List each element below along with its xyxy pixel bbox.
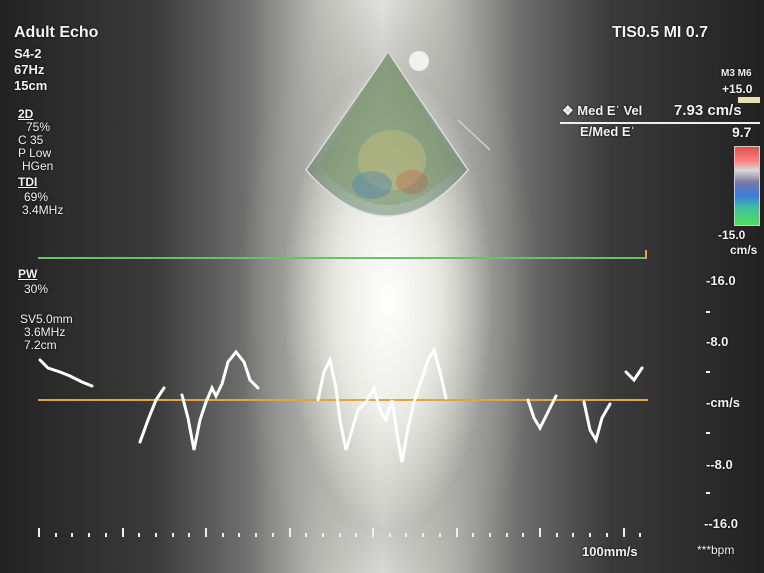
time-minor-tick <box>339 533 341 537</box>
time-minor-tick <box>422 533 424 537</box>
time-major-tick <box>205 528 207 537</box>
velocity-label: -cm/s <box>706 395 740 410</box>
time-minor-tick <box>572 533 574 537</box>
time-minor-tick <box>305 533 307 537</box>
color-scale-bottom: -15.0 <box>718 228 745 242</box>
velocity-minor-tick <box>706 432 710 434</box>
velocity-label: --16.0 <box>704 516 738 531</box>
time-minor-tick <box>105 533 107 537</box>
color-scale-label: M3 M6 <box>721 68 752 79</box>
time-major-tick <box>38 528 40 537</box>
time-minor-tick <box>522 533 524 537</box>
time-minor-tick <box>255 533 257 537</box>
time-minor-tick <box>138 533 140 537</box>
time-major-tick <box>456 528 458 537</box>
color-scale-top: +15.0 <box>722 82 752 96</box>
time-major-tick <box>623 528 625 537</box>
time-minor-tick <box>238 533 240 537</box>
velocity-label: -8.0 <box>706 334 728 349</box>
measurement-name-1: ❖ Med Eˈ Vel <box>562 103 642 119</box>
velocity-minor-tick <box>706 492 710 494</box>
sector-image <box>306 52 468 216</box>
time-major-tick <box>122 528 124 537</box>
sector-marker <box>409 51 429 71</box>
time-minor-tick <box>405 533 407 537</box>
velocity-minor-tick <box>706 371 710 373</box>
time-minor-tick <box>55 533 57 537</box>
time-minor-tick <box>322 533 324 537</box>
spectral-trace <box>40 350 642 462</box>
time-minor-tick <box>506 533 508 537</box>
measurement-value-2: 9.7 <box>732 124 751 140</box>
time-minor-tick <box>606 533 608 537</box>
velocity-label: -16.0 <box>706 273 736 288</box>
time-major-tick <box>539 528 541 537</box>
velocity-label: --8.0 <box>706 457 733 472</box>
time-major-tick <box>372 528 374 537</box>
measurement-name-2: E/Med Eˈ <box>580 124 635 139</box>
time-minor-tick <box>188 533 190 537</box>
time-minor-tick <box>71 533 73 537</box>
time-minor-tick <box>472 533 474 537</box>
time-minor-tick <box>172 533 174 537</box>
time-minor-tick <box>639 533 641 537</box>
heart-rate: ***bpm <box>697 543 734 557</box>
time-minor-tick <box>222 533 224 537</box>
time-minor-tick <box>556 533 558 537</box>
time-minor-tick <box>439 533 441 537</box>
color-scale-bar <box>734 146 760 226</box>
sweep-speed: 100mm/s <box>582 544 638 559</box>
time-minor-tick <box>88 533 90 537</box>
color-scale-unit: cm/s <box>730 243 757 257</box>
time-minor-tick <box>589 533 591 537</box>
measurement-value-1: 7.93 cm/s <box>674 102 742 119</box>
time-minor-tick <box>155 533 157 537</box>
time-minor-tick <box>355 533 357 537</box>
velocity-minor-tick <box>706 311 710 313</box>
time-minor-tick <box>489 533 491 537</box>
sample-volume-cursor[interactable] <box>458 120 490 150</box>
time-minor-tick <box>389 533 391 537</box>
time-minor-tick <box>272 533 274 537</box>
time-major-tick <box>289 528 291 537</box>
